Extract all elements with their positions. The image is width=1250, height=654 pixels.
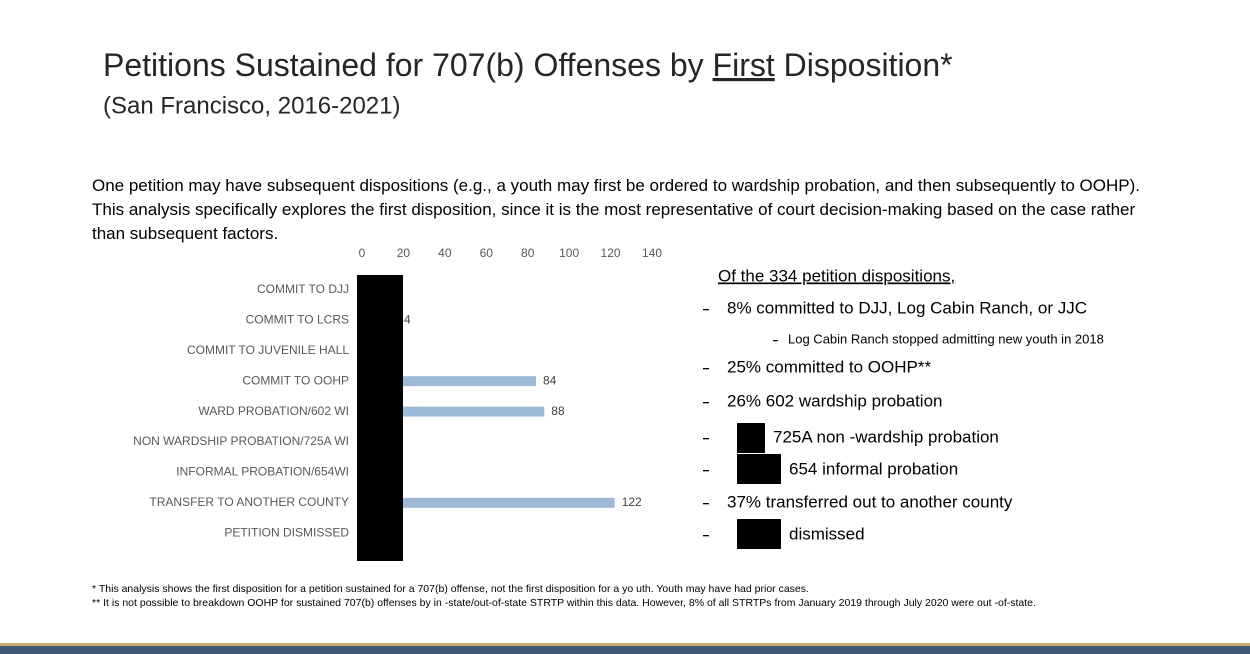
summary-item: 37% transferred out to another county [727, 492, 1013, 511]
y-tick-label: COMMIT TO LCRS [246, 313, 349, 327]
summary-item: 654 informal probation [789, 459, 958, 478]
y-tick-label: PETITION DISMISSED [224, 525, 349, 539]
x-tick-label: 60 [480, 246, 494, 260]
bullet-dash [703, 470, 709, 472]
footer-bar [0, 646, 1250, 654]
x-tick-label: 120 [601, 246, 621, 260]
bullet-dash [703, 368, 709, 370]
data-label: 122 [622, 495, 642, 509]
x-tick-label: 20 [397, 246, 411, 260]
x-tick-label: 0 [359, 246, 366, 260]
y-tick-label: INFORMAL PROBATION/654WI [176, 465, 349, 479]
redaction [357, 275, 403, 561]
y-tick-label: COMMIT TO OOHP [242, 373, 349, 387]
x-tick-label: 100 [559, 246, 579, 260]
x-tick-label: 80 [521, 246, 535, 260]
bullet-dash [703, 535, 709, 537]
bullet-dash [703, 309, 709, 311]
title-emphasis: First [713, 47, 775, 83]
summary-heading: Of the 334 petition dispositions, [718, 266, 955, 285]
slide-subtitle: (San Francisco, 2016-2021) [103, 92, 401, 119]
title-part: Petitions Sustained for 707(b) Offenses … [103, 47, 713, 83]
bullet-dash [703, 402, 709, 404]
summary-item: dismissed [789, 524, 865, 543]
data-label: 84 [543, 373, 557, 387]
x-tick-label: 40 [438, 246, 452, 260]
y-tick-label: WARD PROBATION/602 WI [198, 404, 349, 418]
summary-item: 8% committed to DJJ, Log Cabin Ranch, or… [727, 298, 1087, 317]
bullet-dash [703, 438, 709, 440]
footer-accent [0, 643, 1250, 646]
footnote: * This analysis shows the first disposit… [92, 583, 809, 595]
bullet-dash [773, 340, 778, 342]
redaction [737, 454, 781, 484]
bar [362, 497, 615, 508]
data-label: 4 [404, 313, 411, 327]
y-tick-label: NON WARDSHIP PROBATION/725A WI [133, 434, 349, 448]
redaction [737, 423, 765, 453]
title-part: Disposition* [775, 47, 953, 83]
data-label: 88 [551, 404, 565, 418]
y-tick-label: COMMIT TO JUVENILE HALL [187, 343, 349, 357]
slide-title: Petitions Sustained for 707(b) Offenses … [103, 47, 953, 83]
redaction [737, 519, 781, 549]
bar [362, 406, 545, 417]
summary-item: 26% 602 wardship probation [727, 391, 942, 410]
bullet-dash [703, 503, 709, 505]
y-tick-label: COMMIT TO DJJ [257, 282, 349, 296]
summary-note: Log Cabin Ranch stopped admitting new yo… [788, 331, 1104, 346]
summary-item: 25% committed to OOHP** [727, 357, 931, 376]
y-tick-label: TRANSFER TO ANOTHER COUNTY [149, 495, 349, 509]
x-tick-label: 140 [642, 246, 662, 260]
bar [362, 376, 536, 387]
summary-item: 725A non -wardship probation [773, 427, 999, 446]
intro-text: One petition may have subsequent disposi… [92, 176, 1140, 243]
footnote: ** It is not possible to breakdown OOHP … [92, 597, 1036, 609]
